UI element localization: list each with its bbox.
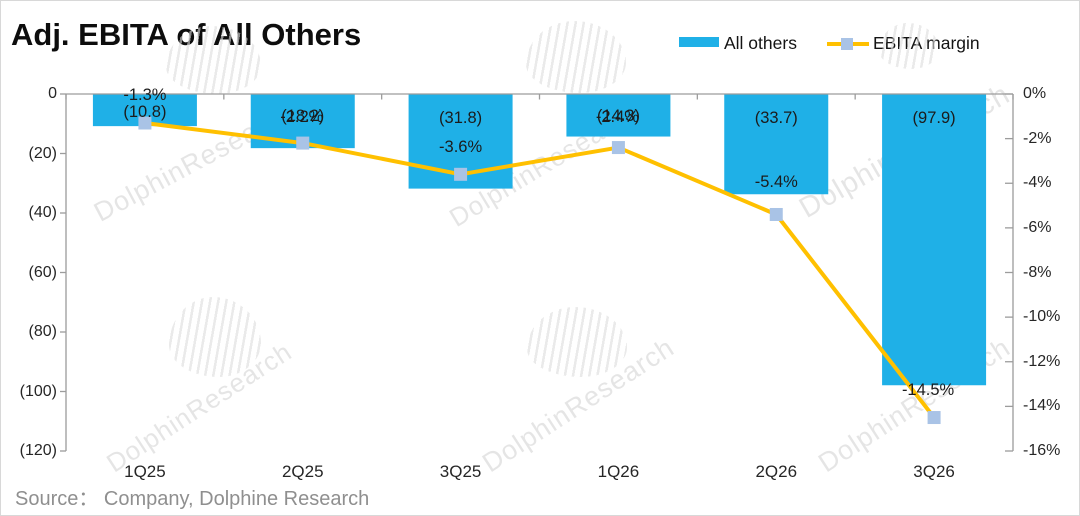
right-axis-label: -10% bbox=[1023, 308, 1061, 326]
x-axis-label-3Q25: 3Q25 bbox=[439, 462, 482, 481]
right-axis-label: -12% bbox=[1023, 352, 1061, 370]
margin-value-label-2Q25: -2.2% bbox=[280, 108, 324, 126]
x-axis-label-2Q25: 2Q25 bbox=[281, 462, 324, 481]
right-axis-label: -6% bbox=[1023, 218, 1052, 236]
right-axis-label: 0% bbox=[1023, 85, 1047, 102]
x-axis-label-1Q25: 1Q25 bbox=[124, 462, 166, 481]
margin-value-label-1Q26: -2.4% bbox=[595, 108, 639, 126]
ebita-margin-line bbox=[144, 121, 936, 419]
bar-value-label-1Q25: (10.8) bbox=[123, 103, 167, 121]
margin-marker-2Q26 bbox=[769, 207, 783, 221]
margin-marker-1Q25 bbox=[138, 116, 152, 130]
margin-marker-2Q25 bbox=[296, 136, 310, 150]
legend-label-all-others: All others bbox=[724, 33, 797, 53]
left-axis-label: (80) bbox=[28, 323, 57, 340]
bar-value-label-2Q26: (33.7) bbox=[754, 109, 798, 127]
margin-value-label-2Q26: -5.4% bbox=[754, 173, 798, 191]
left-axis-label: (20) bbox=[28, 144, 57, 162]
right-axis-label: -8% bbox=[1023, 263, 1052, 281]
margin-marker-3Q25 bbox=[454, 167, 468, 181]
bar-1Q26 bbox=[566, 94, 671, 137]
legend-bar-swatch bbox=[679, 37, 719, 47]
x-axis-label-1Q26: 1Q26 bbox=[597, 462, 640, 481]
legend-marker-icon bbox=[841, 38, 853, 50]
left-axis-label: 0 bbox=[48, 85, 57, 102]
x-axis-label-3Q26: 3Q26 bbox=[913, 462, 955, 481]
margin-marker-1Q26 bbox=[611, 141, 625, 155]
bar-2Q26 bbox=[724, 94, 829, 195]
bar-value-label-3Q26: (97.9) bbox=[912, 109, 956, 127]
left-axis-label: (40) bbox=[28, 204, 57, 221]
margin-value-label-1Q25: -1.3% bbox=[123, 86, 167, 104]
margin-marker-3Q26 bbox=[927, 411, 941, 425]
bar-value-label-3Q25: (31.8) bbox=[439, 109, 483, 127]
margin-value-label-3Q25: -3.6% bbox=[439, 138, 483, 156]
left-axis-label: (100) bbox=[19, 382, 57, 400]
right-axis-label: -14% bbox=[1023, 397, 1061, 415]
bar-value-label-2Q25: (18.2) bbox=[281, 107, 325, 125]
bar-value-label-1Q26: (14.3) bbox=[596, 107, 640, 125]
left-axis-label: (60) bbox=[28, 263, 57, 281]
right-axis-label: -16% bbox=[1023, 442, 1061, 459]
x-axis-label-2Q26: 2Q26 bbox=[755, 462, 798, 481]
right-axis-label: -2% bbox=[1023, 129, 1052, 147]
bar-3Q26 bbox=[882, 94, 987, 386]
right-axis-label: -4% bbox=[1023, 174, 1052, 192]
source-note: Source： Company, Dolphine Research bbox=[15, 488, 370, 510]
left-axis-label: (120) bbox=[19, 442, 57, 459]
margin-value-label-3Q26: -14.5% bbox=[901, 381, 955, 399]
